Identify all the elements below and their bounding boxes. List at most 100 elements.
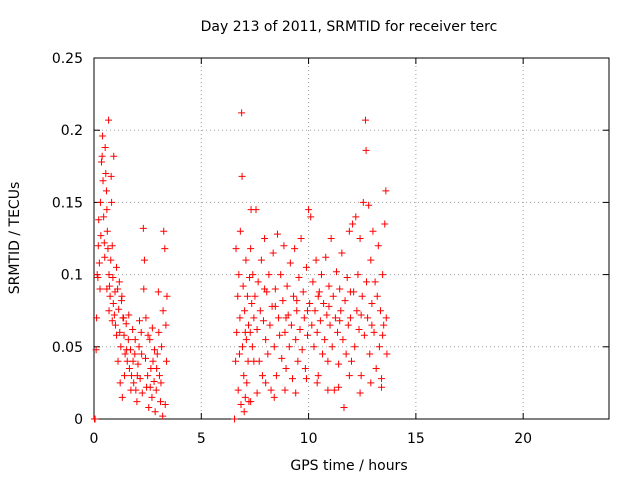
- grid: [94, 58, 609, 419]
- data-point: [348, 357, 355, 365]
- data-point: [121, 350, 129, 358]
- data-point: [262, 336, 270, 344]
- data-point: [371, 278, 379, 286]
- data-point: [300, 314, 308, 322]
- data-point: [98, 152, 106, 160]
- data-point: [368, 321, 376, 329]
- data-point: [319, 350, 327, 358]
- data-point: [117, 343, 125, 351]
- data-point: [105, 116, 113, 124]
- data-point: [129, 357, 137, 365]
- data-point: [151, 408, 159, 416]
- data-point: [131, 336, 139, 344]
- x-tick-label: 20: [514, 431, 532, 447]
- data-point: [270, 393, 278, 401]
- data-point: [316, 317, 324, 325]
- y-tick-label: 0.1: [61, 268, 83, 284]
- data-point: [252, 206, 260, 214]
- data-point: [140, 285, 148, 293]
- data-point: [270, 343, 278, 351]
- x-tick-label: 10: [300, 431, 318, 447]
- data-point: [109, 273, 117, 281]
- data-point: [93, 314, 101, 322]
- data-point: [306, 299, 314, 307]
- data-point: [232, 245, 240, 253]
- data-point: [380, 321, 388, 329]
- data-point: [356, 389, 364, 397]
- data-point: [267, 386, 275, 394]
- data-point: [239, 282, 247, 290]
- data-point: [144, 331, 152, 339]
- data-point: [133, 372, 141, 380]
- data-point: [145, 403, 153, 411]
- data-point: [294, 357, 302, 365]
- data-point: [94, 273, 102, 281]
- data-point: [120, 314, 128, 322]
- data-point: [326, 321, 334, 329]
- data-point: [103, 206, 111, 214]
- data-point: [253, 325, 261, 333]
- data-point: [288, 375, 296, 383]
- data-point: [275, 314, 283, 322]
- data-point: [358, 292, 366, 300]
- data-point: [237, 401, 245, 409]
- data-point: [240, 372, 248, 380]
- data-point: [110, 311, 118, 319]
- data-point: [313, 379, 321, 387]
- data-point: [314, 372, 322, 380]
- data-point: [273, 230, 281, 238]
- data-point: [366, 350, 374, 358]
- data-point: [158, 343, 166, 351]
- data-point: [282, 314, 290, 322]
- data-point: [107, 256, 115, 264]
- data-point: [148, 393, 156, 401]
- data-point: [242, 256, 250, 264]
- y-axis-title: SRMTID / TECUs: [7, 182, 23, 295]
- data-point: [272, 372, 280, 380]
- data-point: [124, 336, 132, 344]
- data-point: [301, 364, 309, 372]
- data-point: [331, 314, 339, 322]
- data-point: [287, 321, 295, 329]
- x-axis-title: GPS time / hours: [290, 458, 407, 474]
- data-point: [236, 314, 244, 322]
- data-point: [234, 292, 242, 300]
- data-point: [378, 375, 386, 383]
- data-point: [277, 271, 285, 279]
- data-point: [258, 372, 266, 380]
- data-point: [346, 288, 354, 296]
- data-point: [116, 328, 124, 336]
- data-point: [364, 314, 372, 322]
- data-point: [153, 364, 161, 372]
- data-point: [344, 321, 352, 329]
- data-point: [261, 235, 269, 242]
- y-tick-label: 0: [74, 412, 83, 428]
- data-point: [292, 336, 300, 344]
- data-point: [375, 343, 383, 351]
- data-point: [118, 393, 126, 401]
- data-point: [94, 242, 102, 250]
- data-point: [96, 198, 104, 206]
- data-point: [311, 307, 319, 315]
- data-point: [93, 271, 101, 279]
- data-point: [314, 292, 322, 300]
- data-point: [323, 311, 331, 319]
- data-point: [345, 372, 353, 380]
- data-point: [160, 227, 168, 235]
- data-point: [125, 364, 133, 372]
- data-point: [257, 256, 265, 264]
- data-point: [260, 317, 268, 325]
- data-point: [108, 317, 116, 325]
- data-point: [342, 350, 350, 358]
- data-point: [162, 321, 170, 329]
- data-point: [235, 271, 243, 279]
- data-point: [113, 263, 121, 271]
- data-point: [341, 297, 349, 305]
- data-point: [328, 343, 336, 351]
- data-point: [130, 379, 138, 387]
- data-point: [137, 328, 145, 336]
- data-point: [345, 227, 353, 235]
- data-point: [292, 389, 300, 397]
- data-point: [106, 292, 114, 300]
